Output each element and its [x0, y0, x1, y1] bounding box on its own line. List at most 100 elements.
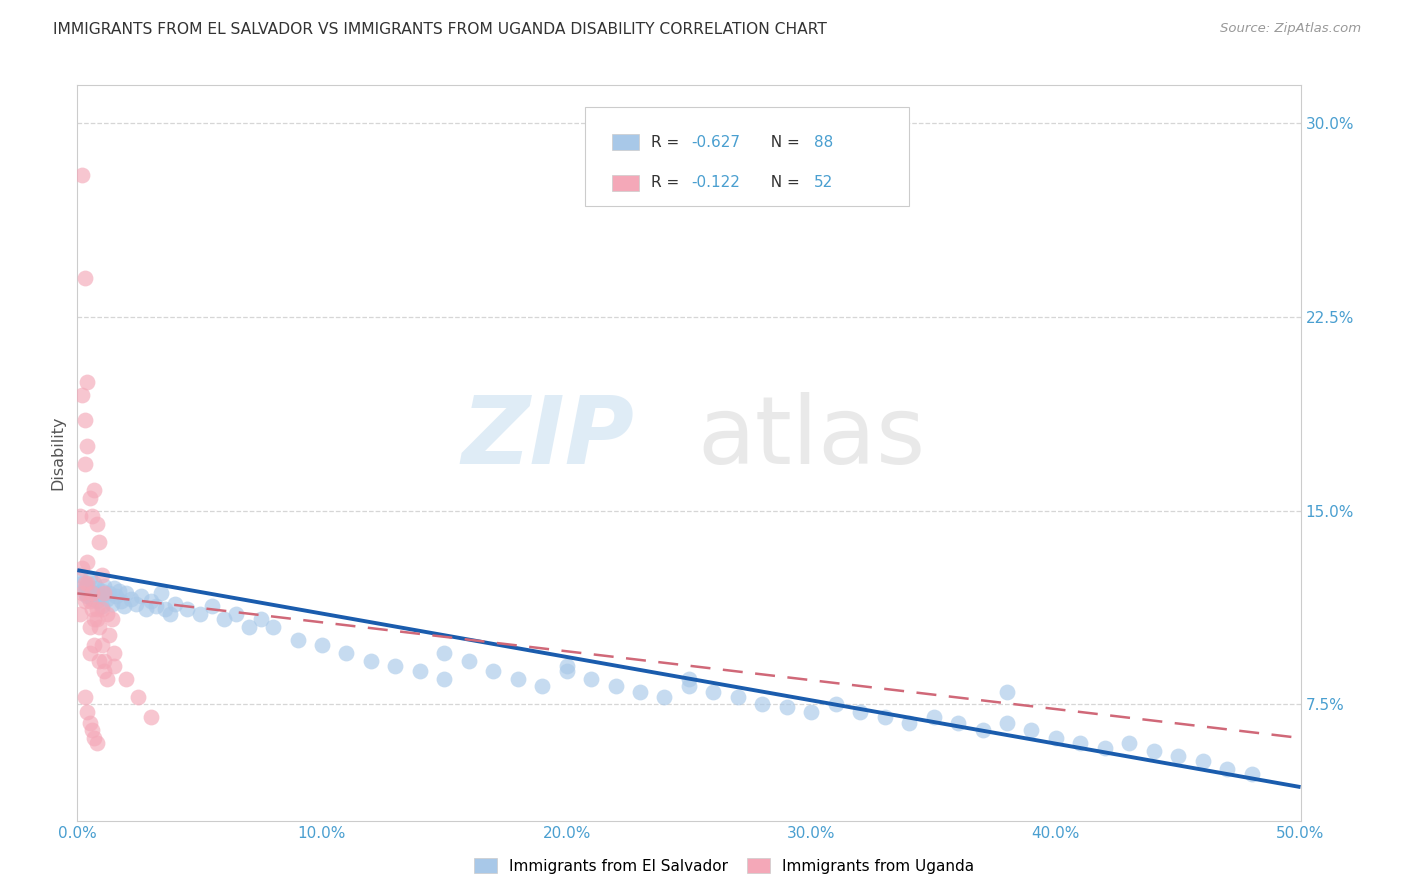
Point: [80, 586, 103, 600]
Point: [73, 413, 96, 427]
Point: [1069, 736, 1091, 750]
Point: [139, 710, 162, 724]
Text: R =: R =: [651, 175, 685, 190]
Point: [89, 620, 111, 634]
Text: N =: N =: [761, 135, 804, 150]
Point: [98, 628, 121, 642]
Point: [103, 658, 125, 673]
Point: [135, 602, 157, 616]
Point: [159, 607, 181, 621]
Text: atlas: atlas: [697, 392, 925, 484]
Point: [79, 491, 101, 505]
Point: [1045, 731, 1067, 745]
Point: [76, 375, 98, 389]
Point: [139, 594, 162, 608]
Point: [873, 710, 896, 724]
Point: [120, 591, 142, 606]
Point: [79, 583, 101, 598]
Point: [76, 589, 98, 603]
Text: ZIP: ZIP: [461, 392, 634, 484]
Point: [89, 654, 111, 668]
Point: [96, 607, 118, 621]
Point: [103, 581, 125, 595]
Point: [238, 620, 260, 634]
FancyBboxPatch shape: [585, 107, 910, 206]
Point: [89, 589, 111, 603]
Point: [86, 594, 108, 608]
Point: [98, 586, 121, 600]
Point: [90, 568, 112, 582]
Point: [898, 715, 921, 730]
Point: [70, 387, 93, 401]
Point: [555, 658, 578, 673]
Point: [506, 672, 529, 686]
Point: [678, 679, 700, 693]
Point: [360, 654, 382, 668]
Point: [727, 690, 749, 704]
Point: [86, 736, 108, 750]
Point: [149, 586, 172, 600]
Point: [605, 679, 627, 693]
Text: 52: 52: [814, 175, 832, 190]
Point: [946, 715, 969, 730]
Point: [73, 586, 96, 600]
Point: [90, 583, 112, 598]
Point: [628, 684, 651, 698]
Point: [73, 581, 96, 595]
Point: [165, 597, 187, 611]
Point: [824, 698, 846, 712]
Point: [1094, 741, 1116, 756]
Point: [80, 591, 103, 606]
Point: [76, 439, 98, 453]
Point: [79, 646, 101, 660]
Point: [86, 581, 108, 595]
Point: [225, 607, 247, 621]
Point: [115, 586, 138, 600]
Point: [155, 602, 177, 616]
Point: [76, 579, 98, 593]
Point: [73, 690, 96, 704]
Point: [69, 508, 91, 523]
Point: [922, 710, 945, 724]
Point: [555, 664, 578, 678]
Point: [69, 607, 91, 621]
Point: [995, 684, 1018, 698]
Text: 88: 88: [814, 135, 832, 150]
Point: [457, 654, 479, 668]
Point: [79, 594, 101, 608]
Point: [79, 715, 101, 730]
Point: [83, 576, 105, 591]
Point: [145, 599, 167, 614]
Point: [531, 679, 554, 693]
Point: [1143, 744, 1166, 758]
Point: [86, 612, 108, 626]
Point: [800, 705, 823, 719]
Point: [76, 556, 98, 570]
Point: [1021, 723, 1043, 738]
Point: [96, 672, 118, 686]
Point: [702, 684, 724, 698]
Point: [129, 589, 152, 603]
Point: [86, 516, 108, 531]
Point: [103, 646, 125, 660]
Point: [80, 508, 103, 523]
Point: [201, 599, 224, 614]
Point: [76, 705, 98, 719]
Text: IMMIGRANTS FROM EL SALVADOR VS IMMIGRANTS FROM UGANDA DISABILITY CORRELATION CHA: IMMIGRANTS FROM EL SALVADOR VS IMMIGRANT…: [53, 22, 827, 37]
Point: [70, 560, 93, 574]
Point: [76, 576, 98, 591]
Bar: [612, 175, 638, 191]
Point: [678, 672, 700, 686]
Point: [127, 690, 149, 704]
Point: [83, 612, 105, 626]
Point: [409, 664, 432, 678]
Point: [188, 607, 211, 621]
Point: [250, 612, 273, 626]
Point: [108, 583, 131, 598]
Point: [112, 599, 135, 614]
Point: [482, 664, 505, 678]
Text: -0.627: -0.627: [692, 135, 741, 150]
Point: [100, 612, 122, 626]
Point: [83, 731, 105, 745]
Text: Source: ZipAtlas.com: Source: ZipAtlas.com: [1220, 22, 1361, 36]
